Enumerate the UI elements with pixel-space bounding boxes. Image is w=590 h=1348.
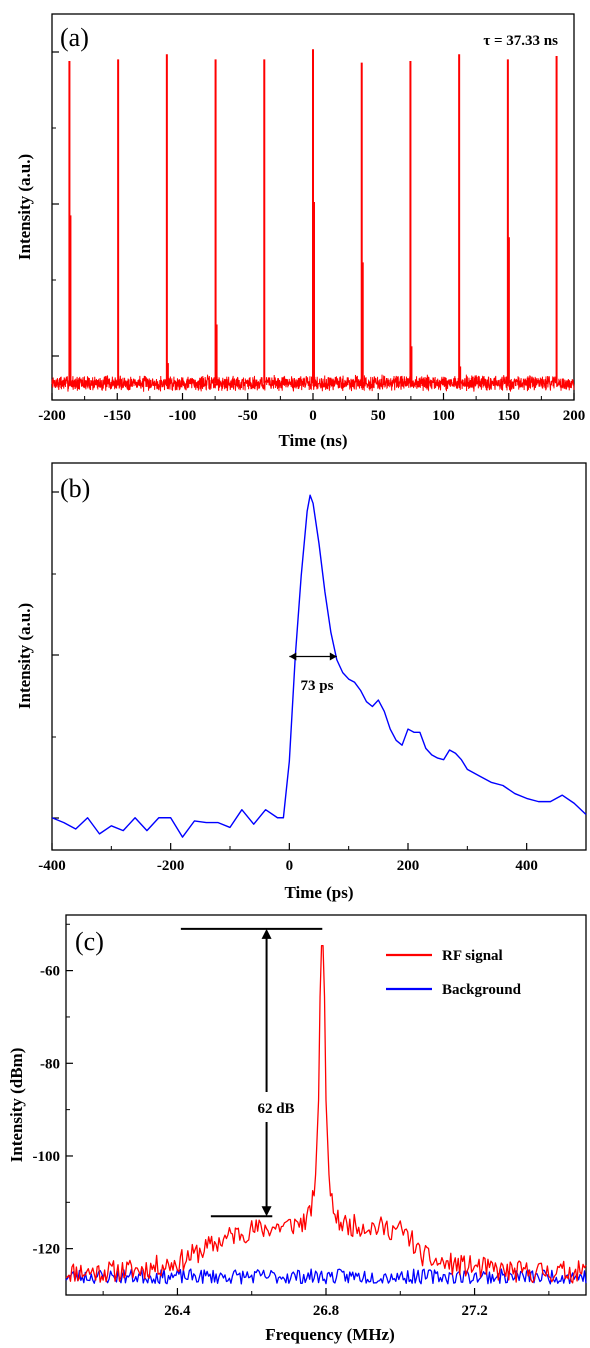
panel-c-tick-labels: 26.4 26.8 27.2 -120 -100 -80 -60 [33, 964, 488, 1319]
arrow-head-up [261, 928, 272, 939]
x-tick-label: -150 [104, 408, 132, 424]
panel-c-x-axis-title: Frequency (MHz) [265, 1325, 395, 1344]
x-tick-label: -100 [169, 408, 197, 424]
panel-b: (b) -400 -200 0 200 400 73 ps Time (ps) Inte… [15, 462, 587, 902]
panel-a-y-axis-title: Intensity (a.u.) [15, 154, 34, 260]
x-tick-label: 400 [515, 858, 538, 874]
panel-c-label: (c) [75, 927, 104, 956]
y-tick-label: -100 [33, 1149, 61, 1165]
x-tick-label: -400 [38, 858, 66, 874]
x-tick-label: 200 [397, 858, 420, 874]
x-tick-label: 0 [286, 858, 294, 874]
panel-b-fwhm-annotation: 73 ps [301, 678, 334, 694]
panel-b-ticks [51, 491, 528, 850]
panel-a-series [51, 49, 575, 392]
x-tick-label: -200 [157, 858, 185, 874]
fwhm-arrow-head-right [329, 652, 337, 661]
legend-label-rf-signal: RF signal [442, 948, 503, 964]
x-tick-label: 50 [371, 408, 386, 424]
panel-b-label: (b) [60, 474, 90, 503]
x-tick-label: 200 [563, 408, 586, 424]
panel-a-period-annotation: τ = 37.33 ns [483, 33, 558, 49]
panel-c-dynamic-range-annotation: 62 dB [257, 1101, 294, 1117]
panel-b-x-axis-title: Time (ps) [284, 883, 353, 902]
panel-a: (a) τ = 37.33 ns -200 -150 -100 -50 0 50 100 15… [15, 13, 585, 450]
panel-c: (c) 26.4 26.8 27.2 -120 -100 -80 -60 62 dB RF … [7, 914, 587, 1344]
panel-c-series [65, 944, 587, 1285]
x-tick-label: 27.2 [461, 1303, 487, 1319]
background-trace [65, 1268, 587, 1285]
panel-b-tick-labels: -400 -200 0 200 400 [38, 858, 538, 874]
panel-c-ticks [66, 923, 550, 1295]
panel-a-tick-labels: -200 -150 -100 -50 0 50 100 150 200 [38, 408, 585, 424]
x-tick-label: 26.4 [164, 1303, 191, 1319]
x-tick-label: 150 [498, 408, 521, 424]
x-tick-label: -200 [38, 408, 66, 424]
legend-label-background: Background [442, 982, 522, 998]
fwhm-arrow-head-left [289, 652, 297, 661]
y-tick-label: -60 [40, 964, 60, 980]
panel-c-dynamic-range-marker [180, 927, 323, 1218]
y-tick-label: -80 [40, 1056, 60, 1072]
panel-a-ticks [51, 51, 575, 400]
x-tick-label: 100 [432, 408, 455, 424]
panel-b-series [51, 494, 587, 838]
x-tick-label: -50 [238, 408, 258, 424]
x-tick-label: 0 [309, 408, 317, 424]
panel-b-frame [51, 462, 587, 851]
panel-b-y-axis-title: Intensity (a.u.) [15, 603, 34, 709]
panel-c-y-axis-title: Intensity (dBm) [7, 1048, 26, 1163]
arrow-head-down [261, 1206, 272, 1217]
rf-signal-trace [65, 944, 587, 1284]
noise-baseline [51, 374, 575, 392]
panel-a-label: (a) [60, 23, 89, 52]
panel-a-x-axis-title: Time (ns) [278, 431, 347, 450]
y-tick-label: -120 [33, 1242, 61, 1258]
x-tick-label: 26.8 [313, 1303, 339, 1319]
panel-b-fwhm-marker [289, 652, 337, 661]
pulse-trace [51, 494, 587, 838]
panel-c-legend: RF signal Background [386, 948, 522, 998]
